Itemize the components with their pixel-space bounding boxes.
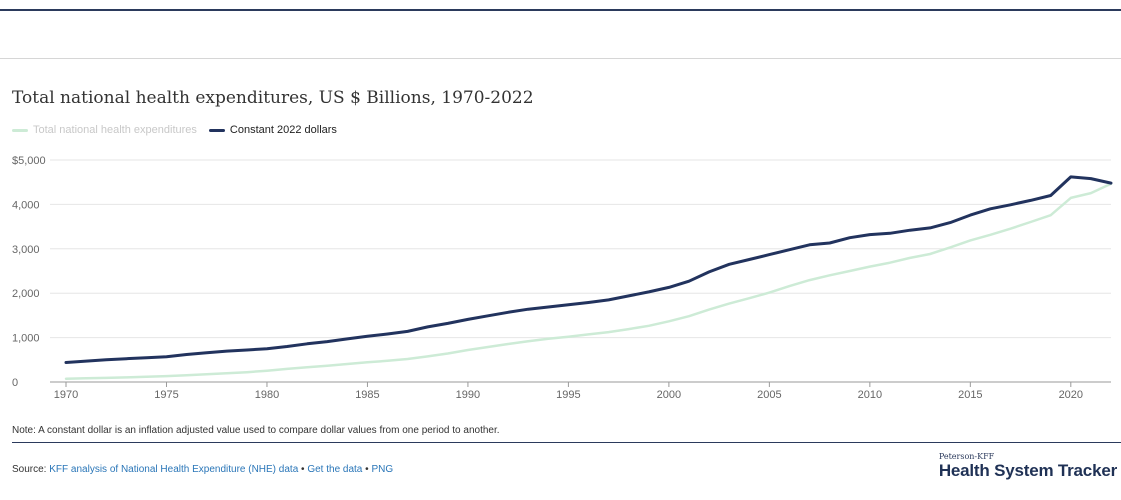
brand-logo-name: Health System Tracker bbox=[938, 461, 1117, 480]
y-tick-label: 3,000 bbox=[12, 244, 40, 256]
series-line-total bbox=[64, 182, 1113, 380]
x-tick-label: 2015 bbox=[958, 389, 982, 401]
x-tick-label: 2005 bbox=[757, 389, 781, 401]
source-prefix: Source: bbox=[12, 464, 50, 475]
legend-swatch-total bbox=[12, 128, 28, 132]
x-tick-label: 1975 bbox=[154, 389, 178, 401]
y-tick-label: 2,000 bbox=[12, 288, 40, 300]
chart-title: Total national health expenditures, US $… bbox=[12, 88, 534, 108]
header-divider bbox=[0, 58, 1121, 59]
x-tick-label: 2010 bbox=[858, 389, 882, 401]
source-separator: • bbox=[298, 464, 308, 475]
chart-note: Note: A constant dollar is an inflation … bbox=[12, 425, 500, 436]
top-rule bbox=[0, 9, 1121, 11]
brand-logo-small-text: Peterson-KFF bbox=[938, 452, 995, 461]
source-separator: • bbox=[362, 464, 372, 475]
legend-label-constant: Constant 2022 dollars bbox=[229, 124, 337, 136]
x-tick-label: 1990 bbox=[456, 389, 480, 401]
x-tick-label: 1970 bbox=[54, 389, 78, 401]
series-line-constant bbox=[64, 175, 1113, 364]
x-tick-label: 1985 bbox=[355, 389, 379, 401]
y-tick-label: $5,000 bbox=[12, 155, 46, 167]
y-tick-label: 4,000 bbox=[12, 199, 40, 211]
legend-item-total[interactable]: Total national health expenditures bbox=[12, 124, 197, 136]
x-tick-label: 1980 bbox=[255, 389, 279, 401]
chart-legend: Total national health expenditures Const… bbox=[12, 124, 349, 136]
png-link[interactable]: PNG bbox=[371, 464, 394, 475]
legend-swatch-constant bbox=[208, 128, 225, 132]
x-tick-label: 2000 bbox=[657, 389, 681, 401]
legend-label-total: Total national health expenditures bbox=[33, 124, 197, 136]
get-the-data-link[interactable]: Get the data bbox=[307, 464, 363, 475]
footer-rule bbox=[12, 442, 1121, 443]
y-tick-label: 0 bbox=[12, 377, 18, 389]
x-tick-label: 1995 bbox=[556, 389, 580, 401]
source-line: Source: KFF analysis of National Health … bbox=[12, 464, 393, 475]
legend-item-constant[interactable]: Constant 2022 dollars bbox=[208, 124, 337, 136]
nhe-data-link[interactable]: KFF analysis of National Health Expendit… bbox=[49, 464, 299, 475]
line-chart: 0 1,000 2,000 3,000 4,000 $5,000 1970 1975 1980 1… bbox=[12, 155, 1113, 401]
brand-logo[interactable]: Peterson-KFF Health System Tracker bbox=[939, 452, 1117, 481]
y-tick-label: 1,000 bbox=[12, 333, 40, 345]
x-tick-label: 2020 bbox=[1059, 389, 1083, 401]
